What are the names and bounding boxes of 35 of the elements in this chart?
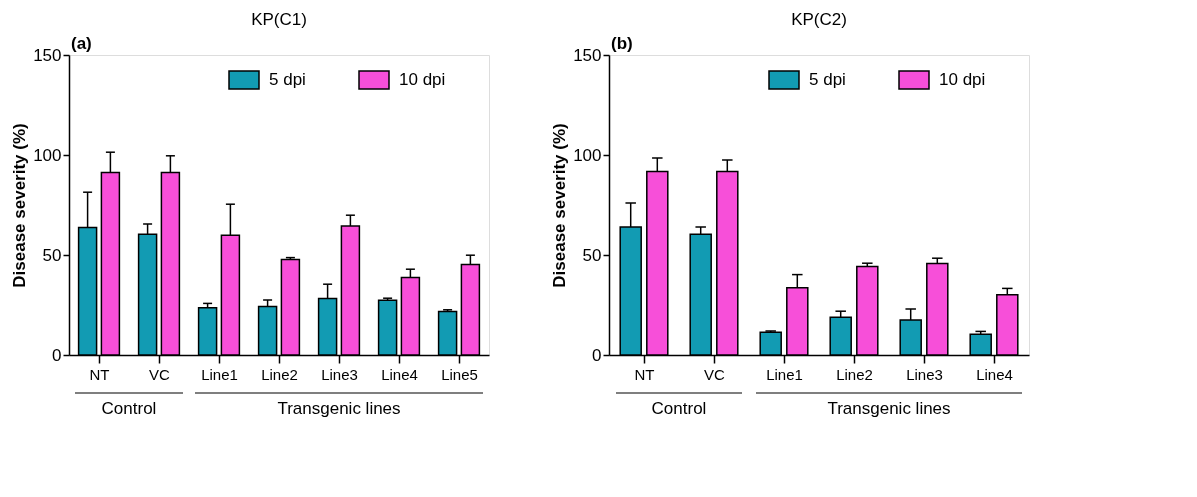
y-tick-label: 100: [33, 145, 62, 165]
x-tick-label: Line2: [261, 365, 298, 383]
legend-label: 5 dpi: [269, 70, 306, 89]
chart-title: KP(C2): [791, 10, 847, 29]
x-tick-label: Line4: [381, 365, 418, 383]
x-tick-label: VC: [149, 365, 171, 383]
y-tick-label: 50: [582, 245, 602, 265]
legend-label: 5 dpi: [809, 70, 846, 89]
x-tick-label: Line2: [836, 365, 873, 383]
text: Control: [101, 399, 157, 418]
x-tick-label: Line1: [201, 365, 238, 383]
x-tick-label: NT: [89, 365, 110, 383]
text: (b): [611, 34, 633, 53]
text: Transgenic lines: [827, 399, 951, 418]
legend-label: 10 dpi: [939, 70, 986, 89]
y-tick-label: 100: [573, 145, 602, 165]
x-tick-label: Line5: [441, 365, 478, 383]
y-axis-title: Disease severity (%): [10, 123, 30, 288]
y-tick-label: 0: [52, 345, 62, 365]
x-tick-label: Line4: [976, 365, 1013, 383]
text: (a): [71, 34, 92, 53]
legend-label: 10 dpi: [399, 70, 446, 89]
y-tick-label: 150: [33, 45, 62, 65]
text: Transgenic lines: [277, 399, 401, 418]
y-axis-title: Disease severity (%): [550, 123, 570, 288]
y-tick-label: 150: [573, 45, 602, 65]
y-tick-label: 0: [592, 345, 602, 365]
x-tick-label: NT: [634, 365, 655, 383]
x-tick-label: Line3: [321, 365, 358, 383]
y-tick-label: 50: [42, 245, 62, 265]
x-tick-label: Line1: [766, 365, 803, 383]
x-tick-label: Line3: [906, 365, 943, 383]
x-tick-label: VC: [704, 365, 726, 383]
text: Control: [651, 399, 707, 418]
chart-title: KP(C1): [251, 10, 307, 29]
